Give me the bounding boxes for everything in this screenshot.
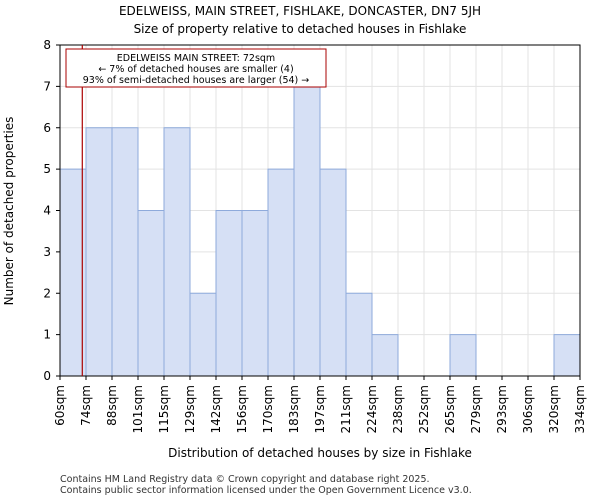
histogram-bar [319, 168, 347, 377]
annotation-line-1: EDELWEISS MAIN STREET: 72sqm [117, 53, 275, 64]
x-tick-label: 115sqm [157, 385, 171, 433]
y-axis-label: Number of detached properties [2, 117, 16, 306]
y-axis-ticks: 0 1 2 3 4 5 6 7 8 [43, 38, 60, 383]
footer-line-1: Contains HM Land Registry data © Crown c… [60, 474, 430, 485]
x-tick-label: 88sqm [105, 385, 119, 426]
histogram-bar [59, 168, 87, 377]
annotation-box-frame [65, 48, 327, 88]
x-axis-label: Distribution of detached houses by size … [168, 446, 472, 460]
histogram-bar [241, 210, 269, 377]
histogram-bar [293, 85, 321, 377]
x-tick-label: 129sqm [183, 385, 197, 433]
annotation-line-3: 93% of semi-detached houses are larger (… [83, 75, 310, 86]
x-tick-label: 142sqm [209, 385, 223, 433]
y-tick-label: 7 [43, 79, 51, 93]
x-tick-label: 74sqm [79, 385, 93, 426]
y-tick-label: 2 [43, 286, 51, 300]
chart-subtitle: Size of property relative to detached ho… [134, 22, 467, 36]
x-tick-label: 60sqm [53, 385, 67, 426]
histogram-bar [215, 210, 243, 377]
x-tick-label: 101sqm [131, 385, 145, 433]
annotation-line-2: ← 7% of detached houses are smaller (4) [98, 64, 293, 75]
x-tick-label: 306sqm [521, 385, 535, 433]
histogram-bar [345, 292, 373, 377]
histogram-bar [371, 334, 399, 377]
histogram-bar [85, 127, 113, 377]
histogram-bar [137, 210, 165, 377]
x-tick-label: 293sqm [495, 385, 509, 433]
x-tick-label: 252sqm [417, 385, 431, 433]
x-tick-label: 170sqm [261, 385, 275, 433]
footer-line-2: Contains public sector information licen… [60, 485, 472, 496]
histogram-bar [111, 127, 139, 377]
x-tick-label: 211sqm [339, 385, 353, 433]
x-tick-label: 265sqm [443, 385, 457, 433]
y-tick-label: 5 [43, 162, 51, 176]
x-tick-label: 197sqm [313, 385, 327, 433]
x-tick-label: 334sqm [573, 385, 587, 433]
x-axis-ticks: 60sqm 74sqm 88sqm 101sqm 115sqm 129sqm 142sqm 1… [53, 376, 587, 433]
y-tick-label: 1 [43, 328, 51, 342]
y-tick-label: 3 [43, 245, 51, 259]
y-tick-label: 4 [43, 204, 51, 218]
y-tick-label: 0 [43, 369, 51, 383]
histogram-bar [267, 168, 295, 377]
x-tick-label: 320sqm [547, 385, 561, 433]
chart-title: EDELWEISS, MAIN STREET, FISHLAKE, DONCAS… [119, 4, 481, 18]
histogram-bar [189, 292, 217, 377]
histogram-bar [449, 334, 477, 377]
y-tick-label: 6 [43, 121, 51, 135]
annotation-box: EDELWEISS MAIN STREET: 72sqm ← 7% of det… [65, 48, 327, 88]
x-tick-label: 238sqm [391, 385, 405, 433]
x-tick-label: 224sqm [365, 385, 379, 433]
x-tick-label: 183sqm [287, 385, 301, 433]
bar-layer [59, 85, 581, 377]
histogram-bar [163, 127, 191, 377]
x-tick-label: 156sqm [235, 385, 249, 433]
histogram-bar [553, 334, 581, 377]
y-tick-label: 8 [43, 38, 51, 52]
x-tick-label: 279sqm [469, 385, 483, 433]
